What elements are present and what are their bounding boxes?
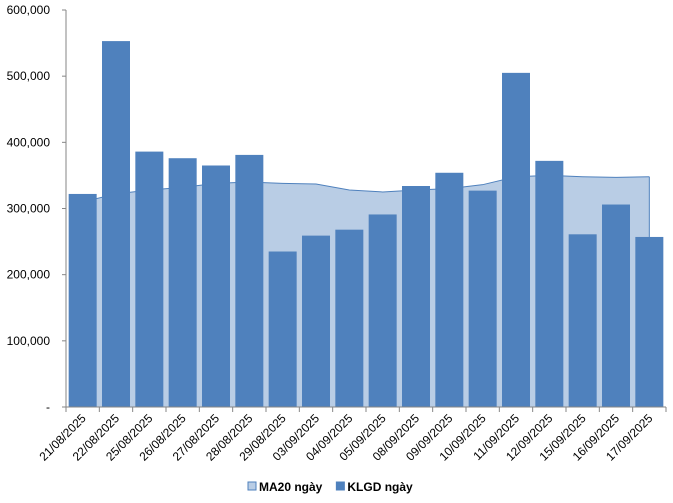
bar-21/08/2025 <box>68 193 97 407</box>
y-tick-label: 300,000 <box>7 202 51 216</box>
bar-layer <box>68 41 664 408</box>
y-tick-label: 400,000 <box>7 135 51 149</box>
y-tick-label: 200,000 <box>7 268 51 282</box>
y-tick-label: - <box>46 400 50 414</box>
bar-03/09/2025 <box>302 235 330 407</box>
bar-22/08/2025 <box>102 41 130 408</box>
legend-swatch-0 <box>247 481 257 491</box>
y-tick-label: 600,000 <box>7 3 51 17</box>
bar-15/09/2025 <box>568 234 597 407</box>
legend-label-1: KLGD ngày <box>347 480 413 494</box>
legend-label-0: MA20 ngày <box>259 480 323 494</box>
legend-swatch-1 <box>335 481 345 491</box>
bar-08/09/2025 <box>402 186 430 407</box>
bar-09/09/2025 <box>435 172 464 407</box>
bar-04/09/2025 <box>335 229 364 407</box>
bar-12/09/2025 <box>535 160 564 407</box>
y-tick-label: 500,000 <box>7 69 51 83</box>
bar-27/08/2025 <box>202 165 230 407</box>
bar-10/09/2025 <box>468 190 497 407</box>
legend: MA20 ngày KLGD ngày <box>247 480 413 494</box>
ma20-area <box>82 175 650 407</box>
y-tick-label: 100,000 <box>7 334 51 348</box>
bar-17/09/2025 <box>635 236 664 407</box>
bar-29/08/2025 <box>268 251 297 407</box>
bar-11/09/2025 <box>502 72 530 407</box>
bar-05/09/2025 <box>368 214 397 407</box>
bar-26/08/2025 <box>168 158 197 407</box>
bar-28/08/2025 <box>235 154 264 407</box>
ma20-area-layer <box>82 174 650 407</box>
bar-25/08/2025 <box>135 151 164 407</box>
bar-16/09/2025 <box>602 204 630 407</box>
